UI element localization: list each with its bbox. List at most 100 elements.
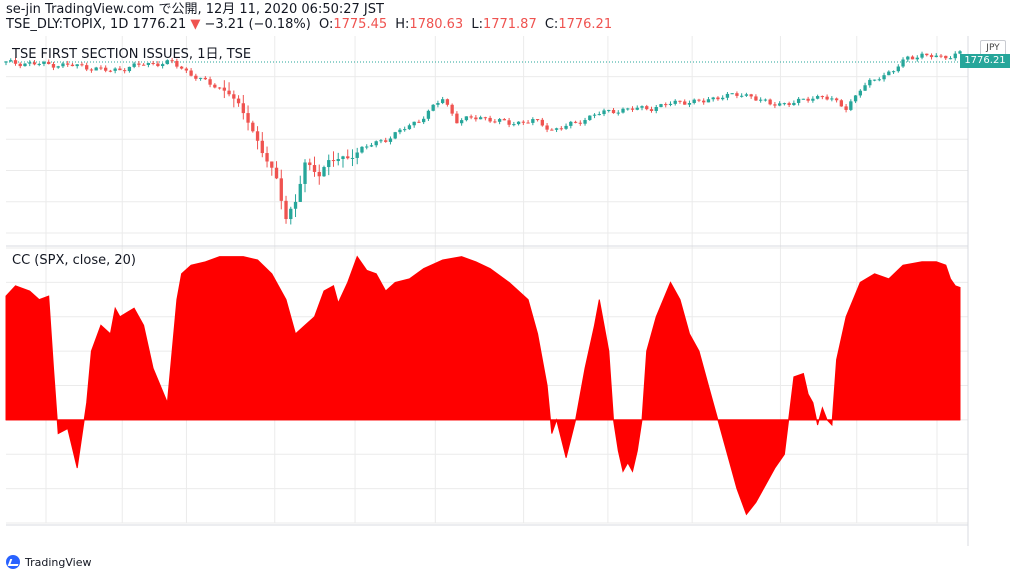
- candle-body: [839, 100, 844, 107]
- candle-body: [673, 100, 677, 104]
- candle-body: [284, 200, 288, 220]
- candle-body: [47, 61, 51, 65]
- candle-body: [260, 140, 264, 154]
- candle-body: [749, 94, 753, 97]
- candle-body: [948, 58, 953, 60]
- candle-body: [417, 121, 421, 123]
- candle-body: [241, 103, 245, 114]
- candle-body: [901, 59, 905, 67]
- candle-body: [108, 70, 113, 72]
- candle-body: [740, 95, 744, 97]
- candle-body: [156, 63, 160, 67]
- candle-body: [711, 97, 715, 100]
- candle-body: [787, 103, 791, 106]
- candle-body: [179, 66, 184, 69]
- candle-body: [858, 90, 862, 96]
- candle-body: [350, 157, 355, 159]
- candle-body: [830, 98, 834, 100]
- candle-body: [217, 87, 222, 89]
- candle-body: [246, 113, 250, 123]
- candle-body: [455, 113, 459, 124]
- candle-body: [531, 119, 535, 123]
- candle-body: [13, 60, 18, 64]
- candle-body: [792, 102, 796, 106]
- candle-body: [872, 79, 877, 81]
- candle-body: [678, 100, 682, 102]
- candle-body: [849, 101, 853, 110]
- candle-body: [170, 60, 174, 62]
- candle-body: [820, 96, 825, 98]
- ohlc-legend: TSE_DLY:TOPIX, 1D 1776.21 ▼ −3.21 (−0.18…: [6, 17, 612, 33]
- candle-body: [42, 61, 46, 64]
- footer-brand[interactable]: TradingView: [6, 555, 91, 569]
- candle-body: [891, 71, 896, 73]
- candle-body: [526, 122, 530, 124]
- candle-body: [322, 167, 326, 177]
- candle-body: [545, 125, 549, 130]
- candle-body: [89, 69, 94, 71]
- candle-body: [507, 120, 511, 125]
- candle-body: [293, 201, 298, 209]
- candle-body: [422, 118, 426, 123]
- candle-body: [664, 104, 668, 106]
- candle-body: [388, 138, 393, 142]
- candle-body: [104, 67, 108, 71]
- candle-body: [616, 112, 620, 114]
- candle-body: [450, 104, 454, 114]
- candle-body: [483, 117, 488, 119]
- candle-body: [635, 107, 639, 110]
- candle-body: [469, 116, 473, 118]
- last-price-badge: 1776.21: [960, 54, 1010, 68]
- candle-body: [75, 64, 79, 67]
- candle-body: [944, 55, 948, 59]
- candle-body: [868, 79, 872, 86]
- candle-body: [763, 99, 768, 101]
- candle-body: [725, 93, 730, 98]
- candle-body: [834, 98, 839, 101]
- candle-body: [308, 162, 312, 166]
- close-label: C:: [544, 17, 559, 32]
- low-value: 1771.87: [482, 17, 537, 32]
- candle-body: [232, 94, 236, 99]
- candle-body: [939, 55, 943, 57]
- candle-body: [550, 129, 554, 131]
- candle-body: [668, 103, 673, 105]
- candle-body: [374, 141, 378, 146]
- candle-body: [801, 98, 806, 100]
- candle-body: [735, 93, 739, 96]
- candle-body: [706, 99, 711, 103]
- candle-body: [23, 63, 27, 67]
- candle-body: [540, 119, 544, 126]
- candle-body: [227, 90, 231, 95]
- candle-body: [236, 98, 241, 104]
- candle-body: [597, 114, 601, 116]
- candle-body: [151, 62, 155, 64]
- candle-body: [782, 103, 787, 105]
- candle-body: [336, 159, 340, 162]
- candle-body: [915, 57, 919, 60]
- candle-body: [66, 63, 70, 65]
- price-candles: [4, 50, 962, 225]
- candle-body: [844, 106, 848, 110]
- candle-body: [488, 117, 492, 122]
- candle-body: [141, 64, 146, 66]
- candle-body: [564, 125, 568, 129]
- candle-body: [910, 56, 915, 60]
- candle-body: [474, 117, 478, 120]
- candle-body: [958, 51, 962, 54]
- candle-body: [640, 106, 644, 108]
- candle-body: [37, 63, 41, 65]
- candle-body: [184, 68, 189, 71]
- price-panel-title: TSE FIRST SECTION ISSUES, 1日, TSE: [12, 47, 252, 62]
- candle-body: [137, 63, 141, 65]
- candle-body: [355, 152, 359, 158]
- candle-body: [189, 70, 193, 76]
- candle-body: [194, 75, 198, 79]
- candle-body: [806, 98, 810, 101]
- high-value: 1780.63: [409, 17, 464, 32]
- candle-body: [70, 64, 75, 67]
- candle-body: [811, 98, 815, 101]
- candle-body: [99, 67, 103, 69]
- candle-body: [85, 65, 89, 70]
